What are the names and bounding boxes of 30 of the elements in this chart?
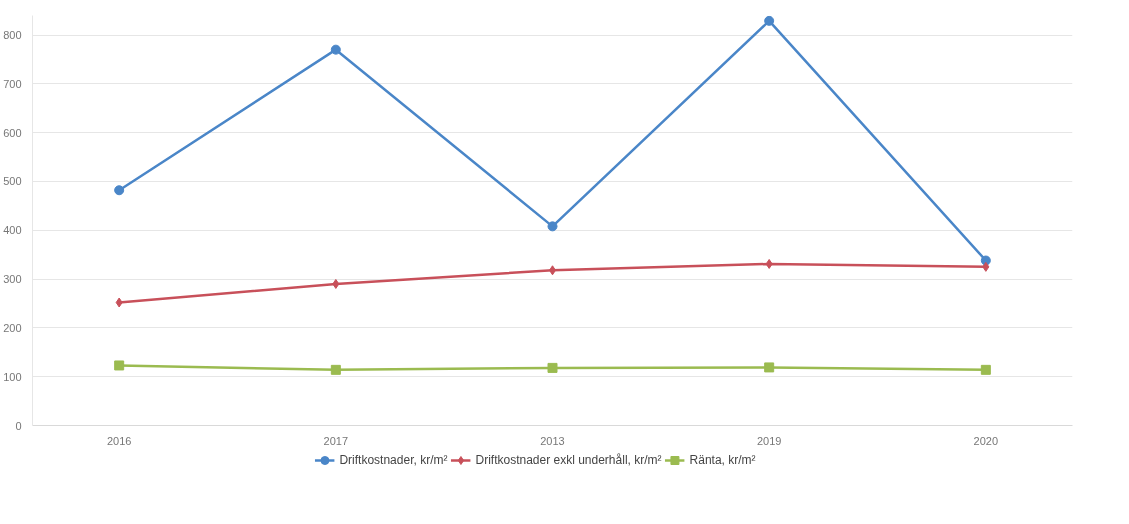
point (330, 44, 341, 55)
y-tick-label: 500 (3, 175, 22, 188)
point (114, 360, 125, 371)
point (980, 364, 991, 375)
x-tick-label: 2020 (973, 434, 999, 447)
legend-label: Driftkostnader, kr/m² (339, 453, 448, 467)
y-tick-label: 200 (3, 321, 22, 334)
x-tick-label: 2019 (756, 434, 782, 447)
x-tick-label: 2017 (323, 434, 349, 447)
point (764, 15, 775, 26)
legend-label: Driftkostnader exkl underhåll, kr/m² (475, 453, 662, 467)
point (547, 221, 558, 232)
point (115, 297, 123, 308)
y-tick-label: 400 (3, 224, 22, 237)
y-tick-label: 100 (3, 370, 22, 383)
y-tick-label: 700 (3, 77, 22, 90)
y-tick-label: 300 (3, 273, 22, 286)
point (982, 261, 990, 272)
x-tick-label: 2016 (106, 434, 132, 447)
y-tick-label: 600 (3, 126, 22, 139)
point (332, 278, 340, 289)
y-tick-label: 800 (3, 29, 22, 42)
y-tick-label: 0 (15, 419, 22, 432)
point (114, 185, 125, 196)
point (764, 362, 775, 373)
point (330, 364, 341, 375)
x-tick-label: 2013 (540, 434, 565, 447)
point (765, 258, 773, 269)
point (547, 362, 558, 373)
legend-label: Ränta, kr/m² (689, 453, 756, 467)
